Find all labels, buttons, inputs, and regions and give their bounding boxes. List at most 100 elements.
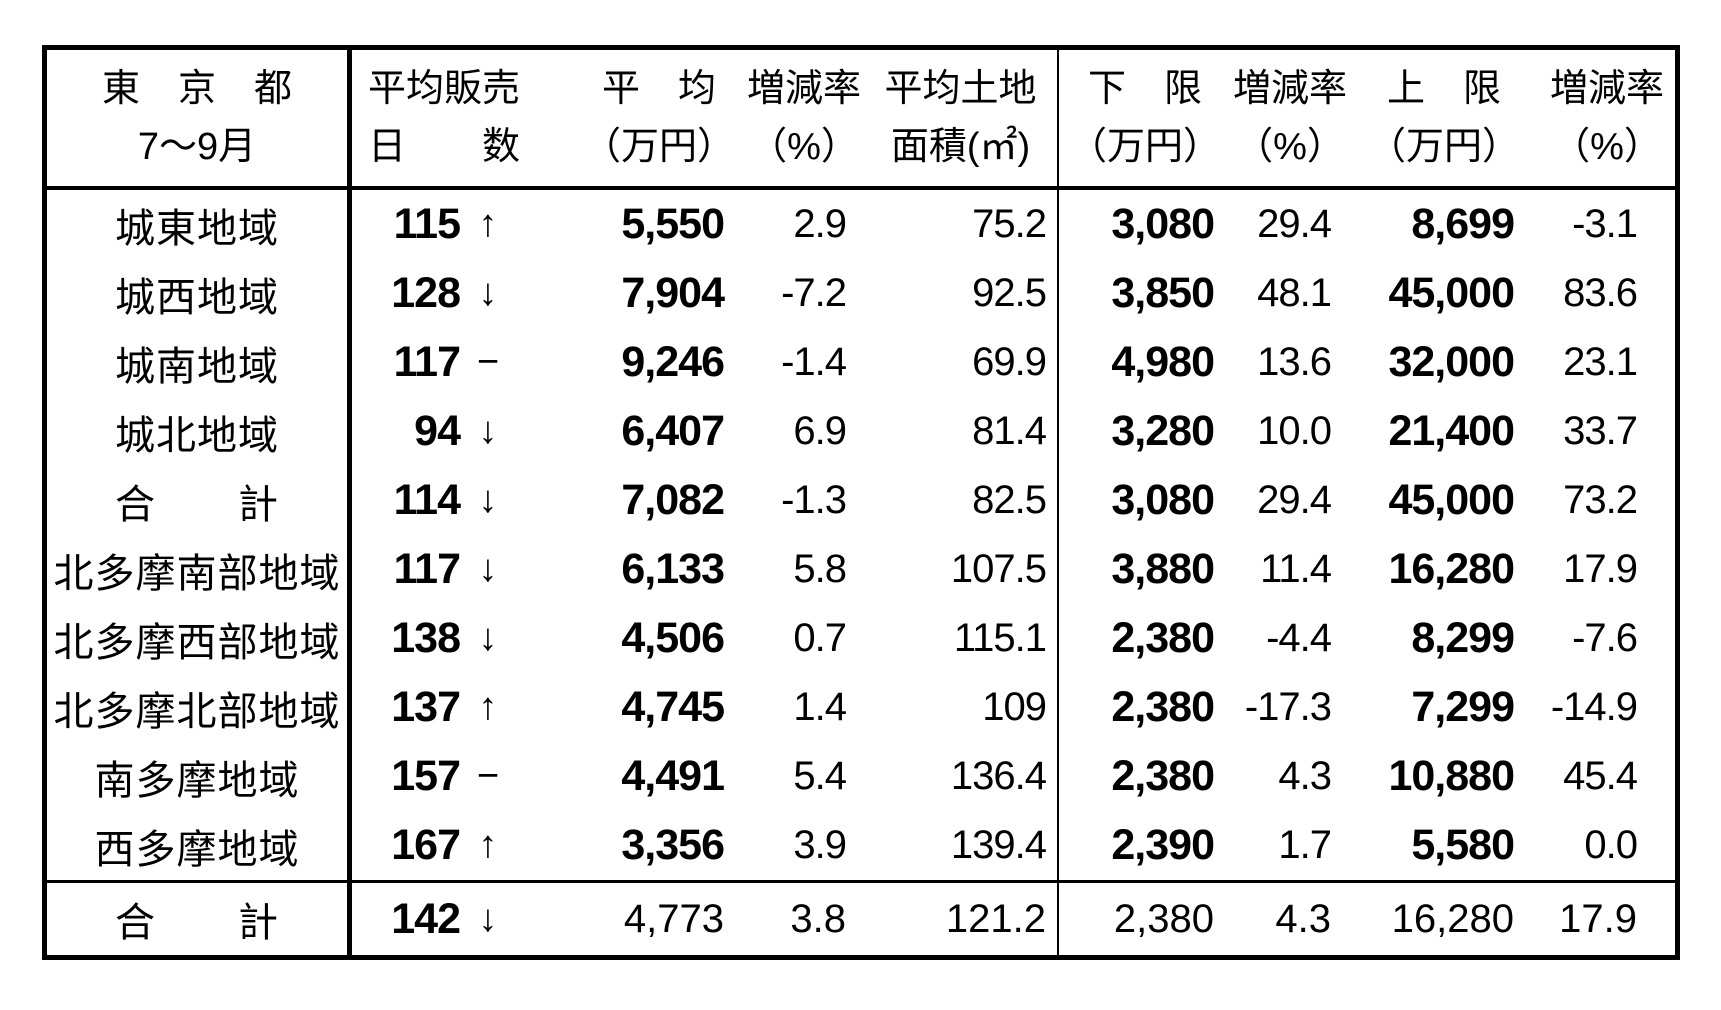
lower-limit-value: 3,850: [1111, 269, 1215, 317]
tokyo-land-price-table: 東 京 都 7〜9月 平均販売 日 数 平 均 （万円） 増減率 （%） 平均土…: [42, 45, 1680, 960]
change-rate-3-value: 73.2: [1563, 478, 1638, 522]
header-change-rate-3: 増減率 （%）: [1539, 50, 1675, 186]
header-rate2-line1: 増減率: [1232, 68, 1347, 110]
header-avg-land-area: 平均土地 面積(㎡): [864, 50, 1059, 186]
table-row: 合 計 114 ↓ 7,082 -1.3 82.5 3,080 29.4 45,…: [47, 466, 1675, 535]
change-rate-3-value: -3.1: [1572, 202, 1638, 246]
region-cell: 西多摩地域: [47, 811, 352, 880]
region-cell: 北多摩北部地域: [47, 673, 352, 742]
upper-limit-value: 32,000: [1388, 338, 1515, 386]
total-upper-limit-value: 16,280: [1391, 896, 1514, 941]
upper-limit-value: 5,580: [1411, 821, 1515, 869]
land-area-value: 115.1: [864, 604, 1059, 673]
average-price-value: 6,133: [621, 545, 725, 593]
table-row: 城東地域 115 ↑ 5,550 2.9 75.2 3,080 29.4 8,6…: [47, 190, 1675, 259]
total-average-price-value: 4,773: [623, 896, 724, 941]
trend-arrow-icon: ↓: [478, 548, 498, 590]
trend-arrow-icon: −: [476, 341, 500, 383]
lower-limit-value: 2,380: [1111, 752, 1215, 800]
header-rate1-line2: （%）: [749, 126, 859, 168]
total-days-value: 142: [391, 894, 461, 943]
trend-arrow-icon: ↓: [478, 410, 498, 452]
trend-arrow-icon: −: [476, 755, 500, 797]
land-area-value: 109: [864, 673, 1059, 742]
change-rate-3-value: 17.9: [1563, 547, 1638, 591]
total-change-rate-1-value: 3.8: [790, 896, 846, 941]
change-rate-1-value: -7.2: [781, 271, 847, 315]
days-value: 117: [393, 545, 461, 593]
total-change-rate-3-value: 17.9: [1559, 896, 1637, 941]
change-rate-1-value: -1.3: [781, 478, 847, 522]
days-cell: 94 ↓: [352, 397, 574, 466]
header-upper-line1: 上 限: [1386, 68, 1501, 110]
table-body: 城東地域 115 ↑ 5,550 2.9 75.2 3,080 29.4 8,6…: [47, 190, 1675, 880]
trend-arrow-icon: ↑: [478, 203, 498, 245]
land-area-value: 75.2: [864, 190, 1059, 259]
lower-limit-value: 4,980: [1111, 338, 1215, 386]
upper-limit-value: 45,000: [1388, 476, 1515, 524]
total-change-rate-2-value: 4.3: [1275, 896, 1331, 941]
lower-limit-value: 3,080: [1111, 200, 1215, 248]
change-rate-2-value: 11.4: [1260, 547, 1332, 591]
change-rate-3-value: 33.7: [1563, 409, 1638, 453]
table-row: 北多摩西部地域 138 ↓ 4,506 0.7 115.1 2,380 -4.4…: [47, 604, 1675, 673]
change-rate-3-value: 0.0: [1584, 823, 1638, 867]
header-change-rate-1: 増減率 （%）: [744, 50, 864, 186]
average-price-value: 9,246: [621, 338, 725, 386]
days-value: 114: [393, 476, 461, 524]
region-cell: 合 計: [47, 466, 352, 535]
total-lower-limit-value: 2,380: [1113, 896, 1214, 941]
land-area-value: 92.5: [864, 259, 1059, 328]
header-avg-line1: 平 均: [601, 68, 716, 110]
land-area-value: 82.5: [864, 466, 1059, 535]
header-lower-limit: 下 限 （万円）: [1059, 50, 1231, 186]
table-row: 北多摩南部地域 117 ↓ 6,133 5.8 107.5 3,880 11.4…: [47, 535, 1675, 604]
region-cell: 北多摩南部地域: [47, 535, 352, 604]
average-price-value: 4,745: [621, 683, 725, 731]
days-cell: 138 ↓: [352, 604, 574, 673]
change-rate-3-value: 23.1: [1563, 340, 1638, 384]
header-lower-line1: 下 限: [1087, 68, 1202, 110]
average-price-value: 5,550: [621, 200, 725, 248]
lower-limit-value: 3,080: [1111, 476, 1215, 524]
header-upper-limit: 上 限 （万円）: [1349, 50, 1539, 186]
average-price-value: 4,506: [621, 614, 725, 662]
land-area-value: 81.4: [864, 397, 1059, 466]
change-rate-2-value: 1.7: [1278, 823, 1332, 867]
upper-limit-value: 7,299: [1411, 683, 1515, 731]
lower-limit-value: 2,380: [1111, 614, 1215, 662]
average-price-value: 7,904: [621, 269, 725, 317]
region-cell: 北多摩西部地域: [47, 604, 352, 673]
upper-limit-value: 8,699: [1411, 200, 1515, 248]
days-value: 128: [391, 269, 461, 317]
header-region: 東 京 都 7〜9月: [47, 50, 352, 186]
change-rate-2-value: 29.4: [1257, 478, 1332, 522]
region-cell: 城南地域: [47, 328, 352, 397]
region-cell: 南多摩地域: [47, 742, 352, 811]
header-rate2-line2: （%）: [1235, 126, 1345, 168]
lower-limit-value: 3,880: [1111, 545, 1215, 593]
header-rate3-line1: 増減率: [1549, 68, 1664, 110]
change-rate-2-value: 29.4: [1257, 202, 1332, 246]
upper-limit-value: 45,000: [1388, 269, 1515, 317]
upper-limit-value: 16,280: [1388, 545, 1515, 593]
days-value: 167: [391, 821, 461, 869]
table-row: 北多摩北部地域 137 ↑ 4,745 1.4 109 2,380 -17.3 …: [47, 673, 1675, 742]
days-cell: 157 −: [352, 742, 574, 811]
header-area-line1: 平均土地: [884, 68, 1037, 110]
header-days-line2: 日 数: [368, 126, 521, 168]
total-days-cell: 142 ↓: [352, 883, 574, 955]
header-average-price: 平 均 （万円）: [574, 50, 744, 186]
land-area-value: 139.4: [864, 811, 1059, 880]
header-region-line1: 東 京 都: [101, 68, 292, 110]
land-area-value: 136.4: [864, 742, 1059, 811]
days-cell: 115 ↑: [352, 190, 574, 259]
days-value: 138: [391, 614, 461, 662]
region-cell: 城西地域: [47, 259, 352, 328]
days-value: 115: [393, 200, 461, 248]
change-rate-2-value: 4.3: [1278, 754, 1332, 798]
table-row: 城南地域 117 − 9,246 -1.4 69.9 4,980 13.6 32…: [47, 328, 1675, 397]
change-rate-3-value: 45.4: [1563, 754, 1638, 798]
days-value: 157: [391, 752, 461, 800]
header-upper-line2: （万円）: [1367, 126, 1520, 168]
